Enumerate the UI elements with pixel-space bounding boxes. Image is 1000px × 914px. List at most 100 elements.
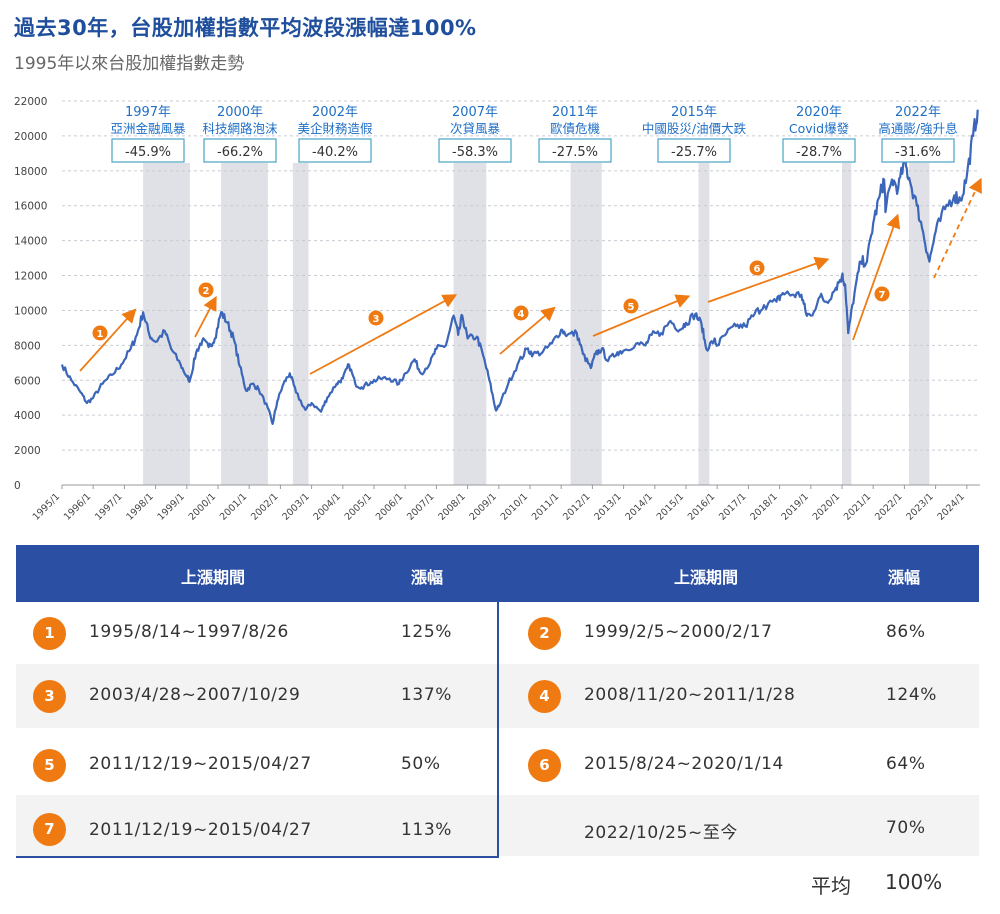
x-tick-label: 2005/1 <box>343 491 374 522</box>
gain-cell: 113% <box>401 820 453 840</box>
gain-cell: 125% <box>401 622 453 642</box>
drop-box <box>298 138 372 163</box>
drop-value: -40.2% <box>312 145 358 160</box>
crisis-year: 2002年 <box>312 105 358 120</box>
rally-marker <box>874 286 890 302</box>
x-tick-label: 2012/1 <box>561 491 592 522</box>
x-tick-label: 2008/1 <box>436 491 467 522</box>
x-tick-label: 2023/1 <box>904 491 935 522</box>
drop-value: -27.5% <box>552 145 598 160</box>
crisis-year: 2022年 <box>895 105 941 120</box>
x-tick-label: 2022/1 <box>873 491 904 522</box>
rally-badge: 2 <box>528 617 561 650</box>
rally-arrow <box>707 256 830 303</box>
crisis-year: 2020年 <box>796 105 842 120</box>
x-tick-label: 2007/1 <box>405 491 436 522</box>
x-tick-label: 2006/1 <box>374 491 405 522</box>
x-tick-label: 2000/1 <box>187 491 218 522</box>
crisis-year: 2007年 <box>452 105 498 120</box>
rally-badge: 3 <box>33 680 66 713</box>
period-cell: 1995/8/14~1997/8/26 <box>89 622 289 642</box>
y-tick-label: 18000 <box>14 166 47 178</box>
x-tick-label: 2021/1 <box>842 491 873 522</box>
series-line <box>60 109 979 425</box>
drop-value: -45.9% <box>125 145 171 160</box>
rally-badge: 5 <box>33 749 66 782</box>
drop-value: -25.7% <box>671 145 717 160</box>
y-tick-label: 0 <box>14 480 21 492</box>
x-tick-label: 2016/1 <box>686 491 717 522</box>
x-tick-label: 2024/1 <box>936 491 967 522</box>
drop-box <box>203 138 277 163</box>
drop-value: -58.3% <box>452 145 498 160</box>
crisis-year: 2015年 <box>671 105 717 120</box>
period-cell: 2015/8/24~2020/1/14 <box>584 754 784 774</box>
rally-marker-label: 4 <box>518 309 525 320</box>
rally-arrow <box>499 306 556 355</box>
crisis-event: 科技網路泡沫 <box>202 121 278 136</box>
rally-marker <box>92 325 108 341</box>
x-tick-label: 2020/1 <box>811 491 842 522</box>
table-divider <box>497 545 499 858</box>
rally-badge: 1 <box>33 617 66 650</box>
rally-arrow <box>79 308 137 372</box>
crisis-event: 中國股災/油價大跌 <box>642 121 747 136</box>
crisis-shade <box>570 163 602 485</box>
average-label: 平均 <box>811 874 851 898</box>
x-tick-label: 2004/1 <box>312 491 343 522</box>
taiex-line-chart: 2200020000180001600014000120001000080006… <box>14 96 982 523</box>
crisis-year: 1997年 <box>125 105 171 120</box>
y-tick-label: 20000 <box>14 131 47 143</box>
crisis-year: 2011年 <box>552 105 598 120</box>
rally-badge: 4 <box>528 680 561 713</box>
y-tick-label: 4000 <box>14 410 41 422</box>
drop-box <box>538 138 612 163</box>
period-cell: 2022/10/25~至今 <box>584 823 739 843</box>
crisis-shade <box>698 163 710 485</box>
period-cell: 2011/12/19~2015/04/27 <box>89 820 312 840</box>
crisis-event: 高通膨/強升息 <box>878 121 957 136</box>
header-period-right: 上漲期間 <box>674 568 739 587</box>
y-tick-label: 2000 <box>14 445 41 457</box>
x-tick-label: 2017/1 <box>717 491 748 522</box>
gain-cell: 86% <box>886 622 926 642</box>
rally-marker-label: 2 <box>203 286 210 297</box>
crisis-event: 歐債危機 <box>550 121 601 136</box>
crisis-event: 美企財務造假 <box>297 121 373 136</box>
y-tick-label: 16000 <box>14 201 47 213</box>
x-tick-label: 1999/1 <box>156 491 187 522</box>
header-period-left: 上漲期間 <box>181 568 246 587</box>
rally-marker-label: 6 <box>754 264 761 275</box>
drop-box <box>438 138 512 163</box>
crisis-event: 次貸風暴 <box>450 121 501 136</box>
y-tick-label: 12000 <box>14 271 47 283</box>
rally-arrow <box>852 213 901 341</box>
x-tick-label: 2018/1 <box>748 491 779 522</box>
x-tick-label: 2013/1 <box>592 491 623 522</box>
x-tick-label: 1998/1 <box>124 491 155 522</box>
drop-value: -28.7% <box>796 145 842 160</box>
y-tick-label: 6000 <box>14 375 41 387</box>
chart-subtitle: 1995年以來台股加權指數走勢 <box>14 54 245 74</box>
x-tick-label: 2001/1 <box>218 491 249 522</box>
gain-cell: 137% <box>401 685 453 705</box>
drop-box <box>782 138 856 163</box>
gain-cell: 70% <box>886 818 926 838</box>
rally-badge: 6 <box>528 749 561 782</box>
chart-title: 過去30年，台股加權指數平均波段漲幅達100% <box>14 16 477 40</box>
y-tick-label: 22000 <box>14 96 47 108</box>
rally-marker <box>368 310 384 326</box>
x-tick-label: 2015/1 <box>655 491 686 522</box>
x-tick-label: 2003/1 <box>280 491 311 522</box>
drop-box <box>657 138 731 163</box>
x-tick-label: 2014/1 <box>624 491 655 522</box>
gain-cell: 124% <box>886 685 938 705</box>
average-value: 100% <box>885 870 943 894</box>
y-tick-label: 8000 <box>14 340 41 352</box>
drop-value: -66.2% <box>217 145 263 160</box>
x-tick-label: 2019/1 <box>780 491 811 522</box>
